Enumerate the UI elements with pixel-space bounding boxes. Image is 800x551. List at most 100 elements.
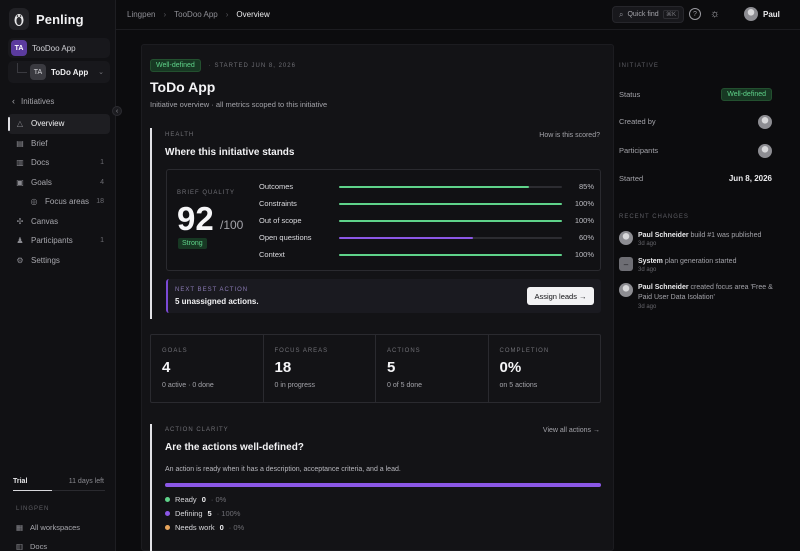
started-key: Started [619, 174, 644, 183]
breadcrumb-item[interactable]: Lingpen [127, 10, 156, 19]
sidebar-item-all-workspaces[interactable]: ▦ All workspaces [16, 523, 80, 532]
triangle-icon: △ [16, 119, 24, 129]
document-icon: ▤ [16, 138, 24, 148]
view-all-actions-link[interactable]: View all actions → [542, 427, 600, 434]
quick-find-button[interactable]: ⌕ Quick find ⌘K [612, 6, 684, 23]
collapse-sidebar-button[interactable]: ‹ [112, 106, 122, 116]
metric-label: Open questions [259, 233, 312, 242]
sidebar-item-brief[interactable]: ▤ Brief [8, 134, 110, 154]
metric-fill [339, 237, 473, 239]
stat-sub: on 5 actions [499, 382, 538, 389]
status-badge: Well-defined [150, 59, 201, 72]
chevron-left-icon: ‹ [12, 96, 15, 106]
initiative-overview-card: Well-defined · STARTED JUN 8, 2026 ToDo … [141, 44, 614, 551]
stat-label: COMPLETION [499, 348, 550, 354]
stat-sub: 0 of 5 done [387, 382, 423, 389]
sidebar-nav: △ Overview ▤ Brief ▥ Docs 1 ▣ Goals 4 ◎ … [8, 114, 110, 270]
focus-icon: ◎ [30, 197, 38, 207]
change-time: 3d ago [638, 267, 657, 273]
change-description: created focus area 'Free & Paid User Dat… [638, 284, 773, 301]
metric-track [339, 220, 562, 222]
clarity-progress-fill [165, 483, 601, 487]
breadcrumb-item[interactable]: TooDoo App [174, 10, 218, 19]
legend-needs-work: Needs work 0 · 0% [165, 523, 244, 532]
metric-fill [339, 254, 562, 256]
assign-leads-button[interactable]: Assign leads → [527, 287, 594, 305]
clarity-section-accent [150, 424, 152, 551]
user-menu[interactable]: Paul [744, 7, 780, 21]
sidebar-item-participants[interactable]: ♟ Participants 1 [8, 231, 110, 251]
created-by-key: Created by [619, 117, 656, 126]
participants-key: Participants [619, 146, 659, 155]
legend-dot [165, 497, 170, 502]
app-switcher[interactable]: TA ToDo App ⌄ [8, 61, 110, 83]
clarity-description: An action is ready when it has a descrip… [165, 466, 401, 473]
breadcrumb-separator: › [163, 10, 167, 19]
brief-quality-max: /100 [220, 218, 244, 232]
legend-percent: · 0% [228, 523, 245, 532]
metric-value: 100% [574, 250, 594, 259]
sidebar-item-label: Settings [31, 255, 60, 265]
workspace-switcher[interactable]: TA TooDoo App [8, 38, 110, 58]
stats-grid: GOALS 4 0 active · 0 done FOCUS AREAS 18… [150, 334, 601, 403]
sidebar-item-docs-bottom[interactable]: ▥ Docs [16, 542, 47, 551]
metric-track [339, 254, 562, 256]
legend-count: 0 [201, 495, 206, 504]
help-icon[interactable]: ? [689, 8, 701, 20]
change-time: 3d ago [638, 304, 657, 310]
sidebar-item-overview[interactable]: △ Overview [8, 114, 110, 134]
sidebar-item-docs[interactable]: ▥ Docs 1 [8, 153, 110, 173]
legend-defining: Defining 5 · 100% [165, 509, 240, 518]
trial-indicator[interactable]: Trial 11 days left [8, 474, 110, 496]
stat-label: GOALS [162, 348, 188, 354]
stat-goals[interactable]: GOALS 4 0 active · 0 done [151, 335, 264, 402]
sidebar-item-goals[interactable]: ▣ Goals 4 [8, 173, 110, 193]
stat-completion[interactable]: COMPLETION 0% on 5 actions [489, 335, 601, 402]
breadcrumb-separator: › [225, 10, 229, 19]
grid-icon: ▦ [16, 523, 24, 532]
status-key: Status [619, 90, 641, 99]
sidebar-item-settings[interactable]: ⚙ Settings [8, 251, 110, 271]
theme-toggle-sun-icon[interactable]: ☼ [709, 8, 721, 20]
people-icon: ♟ [16, 236, 24, 246]
back-to-initiatives-link[interactable]: ‹ Initiatives [12, 96, 54, 106]
change-time: 3d ago [638, 241, 657, 247]
stat-label: ACTIONS [387, 348, 421, 354]
started-value: Jun 8, 2026 [728, 174, 772, 183]
stat-sub: 0 in progress [274, 382, 315, 389]
health-section-label: HEALTH [165, 132, 195, 138]
created-by-value [758, 115, 772, 129]
stat-focus-areas[interactable]: FOCUS AREAS 18 0 in progress [264, 335, 376, 402]
sidebar-item-count: 1 [100, 237, 104, 245]
brand-name: Penling [36, 11, 84, 27]
avatar[interactable] [758, 144, 772, 158]
metric-outcomes: Outcomes 85% [259, 181, 594, 193]
metric-label: Out of scope [259, 216, 302, 225]
sidebar-item-label: All workspaces [30, 523, 81, 532]
legend-ready: Ready 0 · 0% [165, 495, 226, 504]
sidebar-item-canvas[interactable]: ✣ Canvas [8, 212, 110, 232]
book-icon: ▥ [16, 158, 24, 168]
topbar: Lingpen › TooDoo App › Overview ⌕ Quick … [116, 0, 800, 30]
brand[interactable]: Penling [9, 8, 84, 30]
metric-open-questions: Open questions 60% [259, 232, 594, 244]
stat-actions[interactable]: ACTIONS 5 0 of 5 done [376, 335, 489, 402]
sidebar-item-focus-areas[interactable]: ◎ Focus areas 18 [8, 192, 110, 212]
legend-percent: · 100% [216, 509, 241, 518]
stat-label: FOCUS AREAS [274, 348, 329, 354]
sidebar-item-label: Focus areas [45, 197, 90, 207]
avatar[interactable] [758, 115, 772, 129]
how-scored-link[interactable]: How is this scored? [539, 132, 600, 139]
next-best-action-label: NEXT BEST ACTION [175, 287, 249, 293]
workspace-label: TooDoo App [32, 43, 76, 53]
metric-value: 60% [578, 233, 594, 242]
brief-quality-label: BRIEF QUALITY [177, 190, 236, 196]
next-best-action-panel: NEXT BEST ACTION 5 unassigned actions. A… [166, 279, 601, 313]
trial-progress-fill [13, 490, 52, 491]
change-actor: Paul Schneider [638, 284, 689, 291]
workspace-badge: TA [11, 40, 27, 56]
participants-value [758, 144, 772, 158]
stat-value: 0% [499, 359, 522, 376]
metric-fill [339, 186, 529, 188]
avatar [619, 283, 633, 297]
